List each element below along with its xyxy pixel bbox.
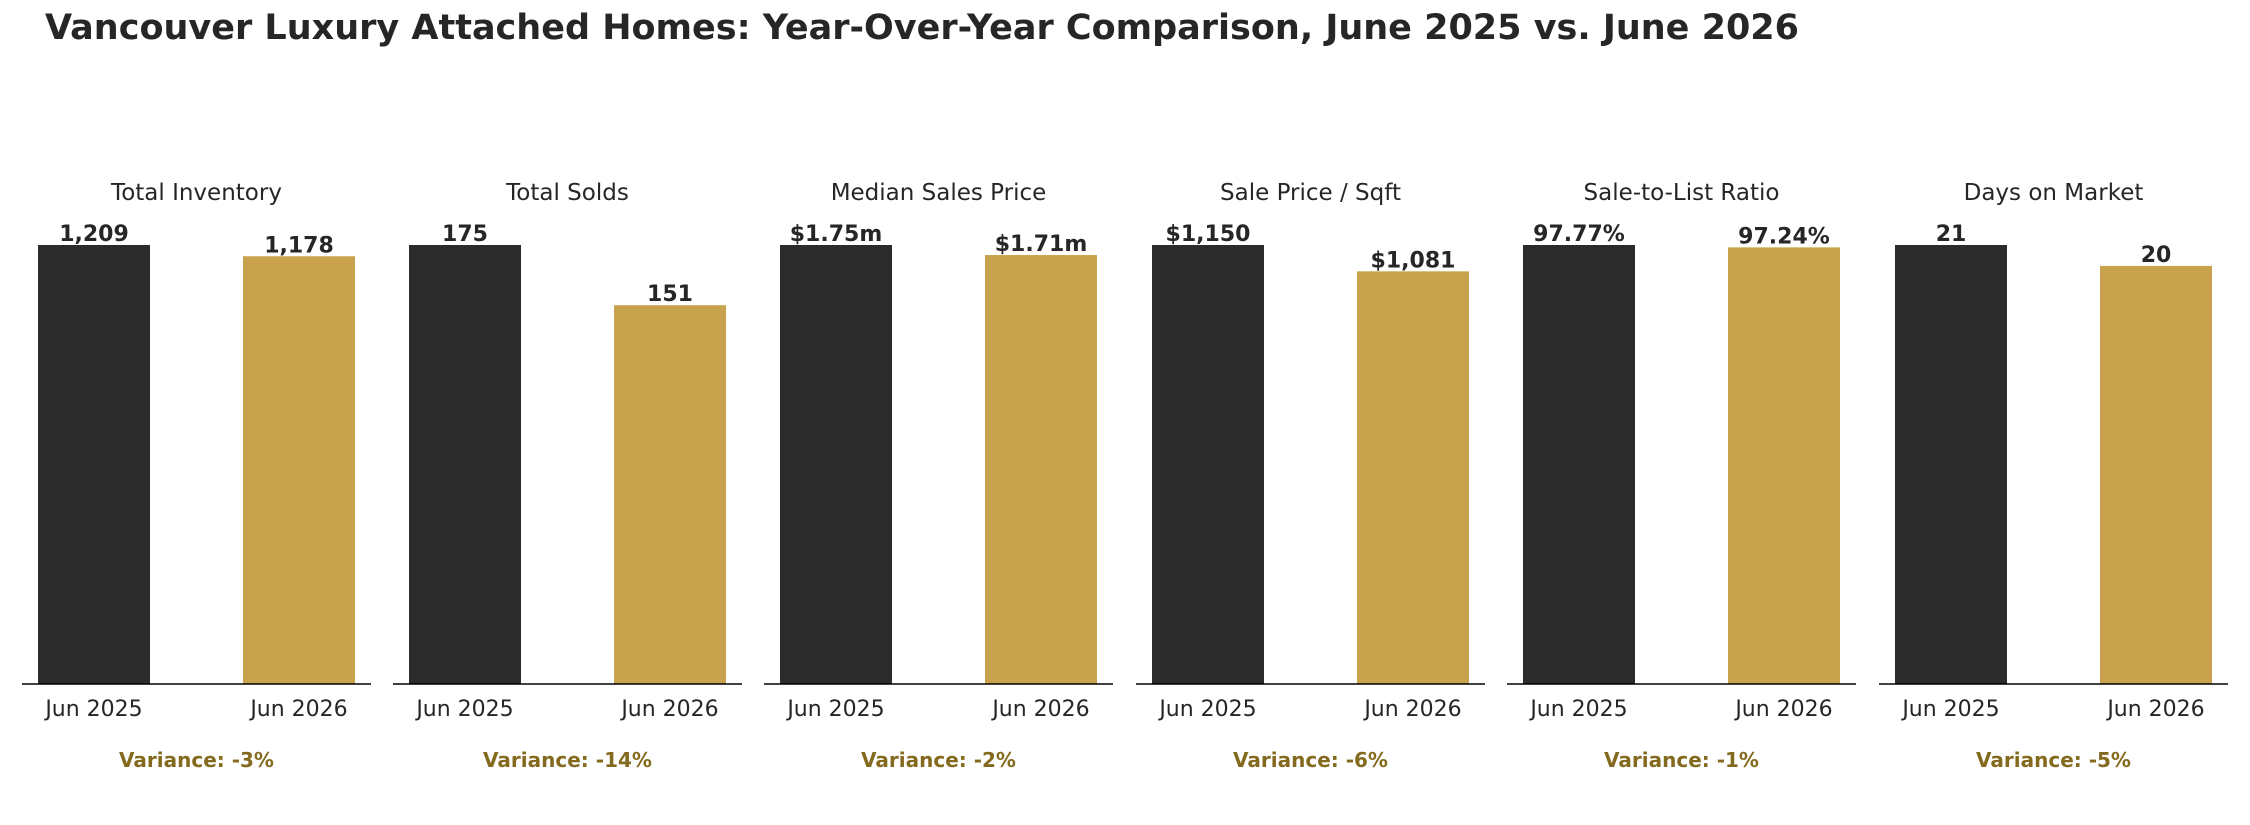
bar [780, 245, 892, 684]
panel-title: Total Solds [505, 180, 629, 206]
variance-label: Variance: -14% [483, 748, 652, 772]
variance-label: Variance: -3% [119, 748, 274, 772]
tick-label: Jun 2025 [1900, 697, 1999, 722]
panel-title: Median Sales Price [831, 180, 1047, 206]
data-label: 1,209 [59, 222, 129, 247]
tick-label: Jun 2026 [2105, 697, 2204, 722]
chart-panel: Days on Market 21 Jun 2025 20 Jun 2026 Varian… [1879, 180, 2228, 772]
data-label: $1,150 [1166, 222, 1251, 247]
data-label: 175 [442, 222, 488, 247]
panel-title: Sale-to-List Ratio [1584, 180, 1780, 206]
bar [1728, 247, 1840, 685]
variance-label: Variance: -6% [1233, 748, 1388, 772]
tick-label: Jun 2026 [1362, 697, 1461, 722]
variance-label: Variance: -2% [861, 748, 1016, 772]
tick-label: Jun 2025 [43, 697, 142, 722]
bar [1152, 245, 1264, 684]
chart-panel: Total Inventory 1,209 Jun 2025 1,178 Jun 202… [22, 180, 371, 772]
tick-label: Jun 2025 [414, 697, 513, 722]
chart-panel: Sale Price / Sqft $1,150 Jun 2025 $1,081 Jun… [1136, 180, 1485, 772]
data-label: 21 [1936, 222, 1967, 247]
tick-label: Jun 2025 [1157, 697, 1256, 722]
tick-label: Jun 2025 [785, 697, 884, 722]
tick-label: Jun 2026 [248, 697, 347, 722]
variance-label: Variance: -1% [1604, 748, 1759, 772]
data-label: $1.75m [790, 222, 883, 247]
data-label: $1,081 [1371, 248, 1456, 273]
bar [614, 305, 726, 684]
bar [1523, 245, 1635, 684]
data-label: 97.24% [1738, 224, 1830, 249]
data-label: 1,178 [264, 233, 334, 258]
panel-title: Days on Market [1964, 180, 2144, 206]
bar [243, 256, 355, 684]
bar [1895, 245, 2007, 684]
chart-panel: Median Sales Price $1.75m Jun 2025 $1.71m Ju… [764, 180, 1113, 772]
data-label: $1.71m [995, 232, 1088, 257]
panel-title: Total Inventory [110, 180, 282, 206]
panel-title: Sale Price / Sqft [1220, 180, 1401, 206]
data-label: 151 [647, 282, 693, 307]
bar [985, 255, 1097, 684]
bar [2100, 265, 2212, 684]
bar [38, 245, 150, 684]
tick-label: Jun 2026 [990, 697, 1089, 722]
data-label: 97.77% [1533, 222, 1625, 247]
chart-title: Vancouver Luxury Attached Homes: Year-Ov… [45, 8, 1800, 48]
data-label: 20 [2141, 243, 2172, 268]
tick-label: Jun 2026 [619, 697, 718, 722]
chart-panel: Sale-to-List Ratio 97.77% Jun 2025 97.24% Ju… [1507, 180, 1856, 772]
tick-label: Jun 2026 [1733, 697, 1832, 722]
bar [1357, 271, 1469, 684]
chart-panel: Total Solds 175 Jun 2025 151 Jun 2026 Varianc… [393, 180, 742, 772]
bar [409, 245, 521, 684]
tick-label: Jun 2025 [1528, 697, 1627, 722]
variance-label: Variance: -5% [1976, 748, 2131, 772]
